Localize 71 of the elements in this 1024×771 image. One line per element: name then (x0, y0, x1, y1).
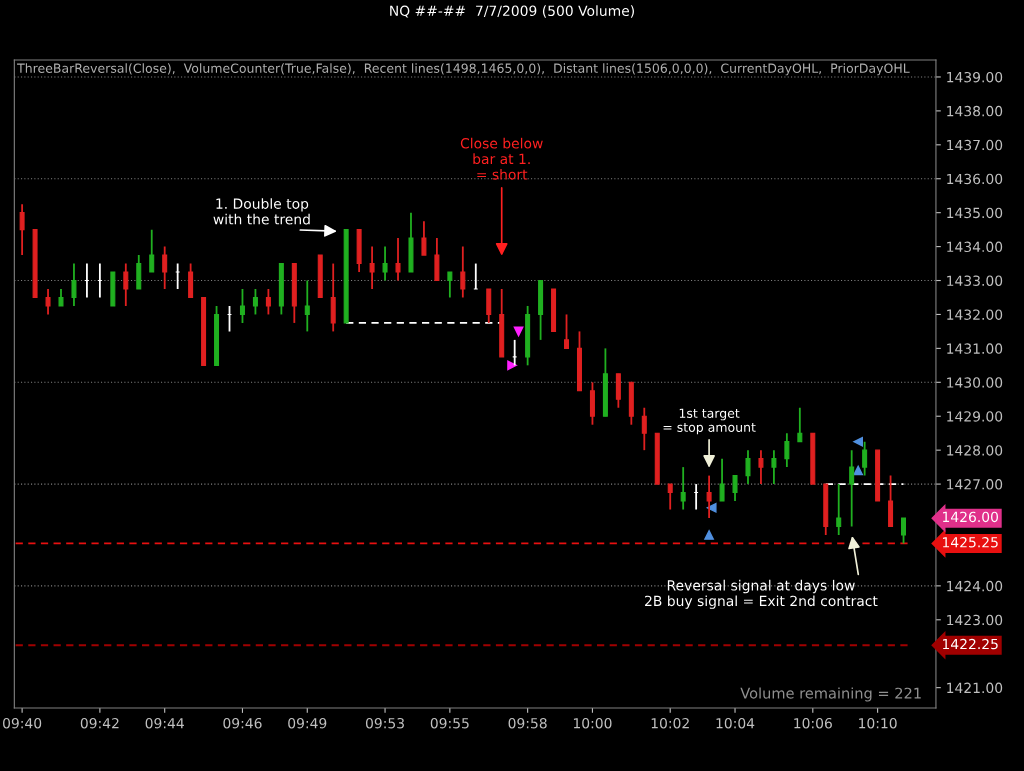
candlestick (784, 432, 790, 469)
y-tick-label: 1431.00 (947, 343, 1003, 354)
candlestick (239, 288, 245, 324)
y-tick-label: 1427.00 (947, 479, 1003, 490)
candlestick (862, 440, 868, 477)
x-tick-label: 09:46 (223, 717, 262, 729)
candlestick (304, 279, 310, 333)
ref-line-label: 1422.25 (943, 638, 998, 650)
candlestick (252, 288, 258, 316)
candlestick (732, 474, 738, 502)
y-tick-label: 1432.00 (947, 309, 1003, 320)
candlestick (460, 245, 466, 299)
text: 1426.00 (943, 511, 998, 523)
candlestick (382, 245, 388, 282)
annotation: Reversal signal at days low 2B buy signal = Exit 2nd contract (645, 579, 878, 609)
x-tick-label: 09:49 (288, 717, 327, 729)
annotation: 1st target = stop amount (663, 408, 756, 435)
candlestick (836, 483, 842, 536)
candlestick (45, 288, 51, 316)
y-tick-label: 1433.00 (947, 275, 1003, 286)
y-tick-label: 1435.00 (947, 207, 1003, 219)
y-tick-label: 1439.00 (947, 71, 1003, 83)
y-tick-label: 1438.00 (947, 105, 1003, 117)
y-tick-label: 1421.00 (947, 682, 1003, 694)
y-tick-label: 1423.00 (947, 614, 1003, 626)
candlestick (19, 203, 25, 256)
x-tick-label: 09:44 (145, 717, 184, 729)
x-tick-label: 09:53 (365, 717, 404, 729)
ref-line-label: 1425.25 (943, 536, 998, 548)
y-tick-label: 1434.00 (947, 241, 1003, 253)
y-tick-label: 1436.00 (947, 173, 1003, 185)
candlestick (680, 466, 686, 511)
annotation: ThreeBarReversal(Close), VolumeCounter(True,False), Recent lines(1498,1465,0,0), Distant lines(1506,0,0,0), CurrentDayOHL, PriorDayOHL (17, 63, 910, 76)
x-tick-label: 10:04 (716, 717, 755, 729)
candlestick (901, 517, 907, 545)
candlestick (641, 406, 647, 452)
candlestick (758, 449, 764, 485)
annotation: Close below bar at 1. = short (460, 137, 543, 180)
candlestick (123, 262, 129, 307)
candlestick (149, 228, 155, 273)
candlestick (421, 220, 427, 256)
candlestick (369, 245, 375, 290)
candlestick (797, 406, 803, 443)
x-tick-label: 10:00 (573, 717, 612, 729)
x-tick-label: 10:06 (794, 717, 832, 729)
candlestick (564, 313, 570, 350)
x-tick-label: 09:42 (80, 717, 119, 729)
candlestick (395, 237, 401, 282)
candlestick (667, 483, 673, 511)
candlestick (745, 449, 751, 485)
annotation: 1. Double top with the trend (213, 198, 310, 225)
x-tick-label: 09:55 (430, 717, 469, 729)
annotation: Volume remaining = 221 (740, 687, 921, 702)
x-tick-label: 09:40 (3, 717, 42, 729)
candlestick (849, 449, 855, 528)
y-tick-label: 1430.00 (947, 377, 1003, 388)
candlestick (265, 288, 271, 316)
candlestick (71, 262, 77, 307)
candlestick (706, 474, 712, 519)
candlestick (162, 245, 168, 290)
candlestick (771, 449, 777, 485)
y-tick-label: 1429.00 (947, 411, 1003, 422)
y-tick-label: 1424.00 (947, 580, 1003, 592)
candlestick (447, 271, 453, 299)
x-tick-label: 10:10 (859, 717, 897, 729)
chart-title: NQ ##-## 7/7/2009 (500 Volume) (390, 5, 634, 18)
y-tick-label: 1437.00 (947, 139, 1003, 151)
x-tick-label: 10:02 (651, 717, 689, 729)
y-tick-label: 1428.00 (947, 445, 1003, 456)
x-tick-label: 09:58 (508, 717, 547, 729)
candlestick (719, 457, 725, 502)
